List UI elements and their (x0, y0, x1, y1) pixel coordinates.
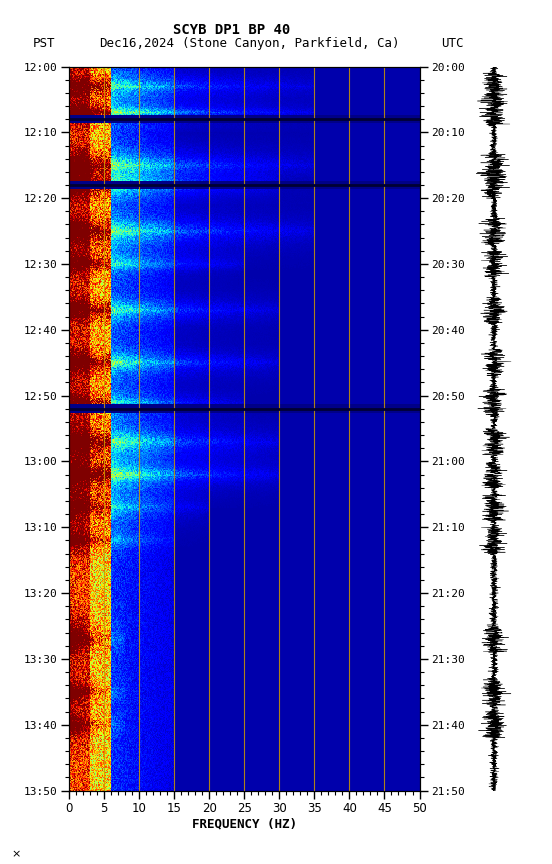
Text: (Stone Canyon, Parkfield, Ca): (Stone Canyon, Parkfield, Ca) (182, 36, 400, 50)
Text: PST: PST (33, 36, 56, 50)
Text: UTC: UTC (442, 36, 464, 50)
Text: $\times$: $\times$ (11, 849, 21, 860)
Text: SCYB DP1 BP 40: SCYB DP1 BP 40 (173, 23, 290, 37)
Text: Dec16,2024: Dec16,2024 (99, 36, 174, 50)
X-axis label: FREQUENCY (HZ): FREQUENCY (HZ) (192, 817, 297, 830)
